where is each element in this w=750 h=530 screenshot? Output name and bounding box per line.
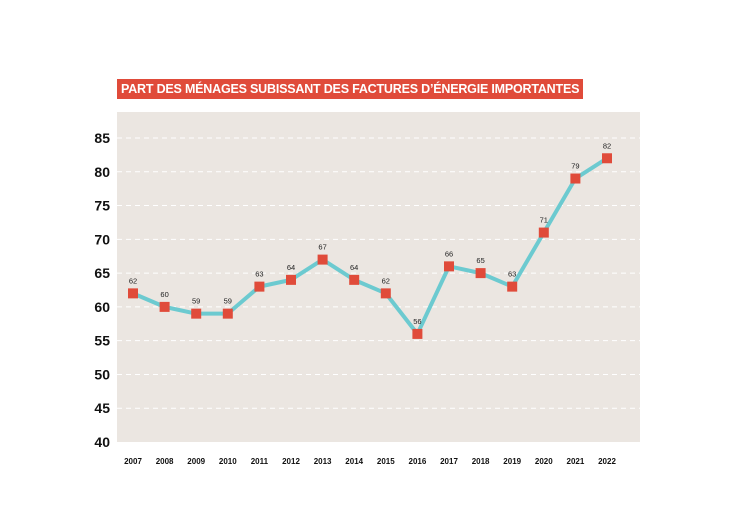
data-label-2013: 67	[318, 243, 326, 252]
y-tick-label: 85	[94, 130, 110, 146]
data-label-2007: 62	[129, 276, 137, 285]
data-label-2018: 65	[476, 256, 484, 265]
data-point-2013	[317, 254, 328, 265]
y-tick-label: 50	[94, 366, 110, 382]
x-tick-label: 2007	[124, 457, 142, 466]
data-label-2022: 82	[603, 141, 611, 150]
data-point-2020	[538, 227, 549, 238]
y-tick-label: 55	[94, 333, 110, 349]
data-point-2009	[191, 308, 202, 319]
data-labels: 62 60 59 59 63 64 67 64 62 56 66 65 63 71 79 82	[129, 141, 611, 326]
series-line	[131, 156, 609, 336]
x-tick-label: 2017	[440, 457, 458, 466]
data-label-2017: 66	[445, 249, 453, 258]
data-label-2016: 56	[413, 317, 421, 326]
data-point-2017	[444, 261, 454, 272]
data-label-2008: 60	[160, 290, 168, 299]
x-tick-label: 2021	[567, 457, 585, 466]
x-tick-label: 2020	[535, 457, 553, 466]
x-tick-label: 2018	[472, 457, 490, 466]
data-point-2007	[128, 288, 138, 299]
x-tick-label: 2011	[251, 457, 269, 466]
data-markers	[128, 153, 612, 339]
data-label-2020: 71	[540, 216, 548, 225]
data-label-2019: 63	[508, 270, 516, 279]
y-axis: 40 45 50 55 60 65 70 75 80 85	[94, 130, 110, 450]
x-tick-label: 2013	[314, 457, 332, 466]
y-tick-label: 45	[94, 400, 110, 416]
data-label-2009: 59	[192, 297, 200, 306]
plot-area	[117, 112, 640, 442]
data-point-2012	[286, 274, 296, 285]
data-point-2008	[159, 301, 170, 312]
data-point-2022	[602, 153, 612, 164]
x-tick-label: 2008	[156, 457, 174, 466]
data-point-2018	[475, 268, 486, 279]
data-label-2015: 62	[382, 276, 390, 285]
y-tick-label: 80	[94, 164, 110, 180]
x-tick-label: 2015	[377, 457, 395, 466]
x-axis: 2007 2008 2009 2010 2011 2012 2013 2014 2015 2016…	[124, 457, 616, 466]
y-tick-label: 60	[94, 299, 110, 315]
data-point-2011	[254, 281, 265, 292]
data-point-2015	[380, 288, 391, 299]
y-tick-label: 65	[94, 265, 110, 281]
y-tick-label: 70	[94, 231, 110, 247]
y-tick-label: 75	[94, 198, 110, 214]
x-tick-label: 2016	[409, 457, 427, 466]
data-point-2010	[222, 308, 233, 319]
x-tick-label: 2019	[503, 457, 521, 466]
data-label-2014: 64	[350, 263, 358, 272]
x-tick-label: 2014	[345, 457, 363, 466]
data-label-2012: 64	[287, 263, 295, 272]
x-tick-label: 2012	[282, 457, 300, 466]
data-label-2011: 63	[255, 270, 263, 279]
x-tick-label: 2009	[187, 457, 205, 466]
data-label-2021: 79	[571, 162, 579, 171]
chart-title: PART DES MÉNAGES SUBISSANT DES FACTURES …	[117, 79, 584, 99]
data-label-2010: 59	[224, 297, 232, 306]
gridlines	[117, 137, 640, 409]
x-tick-label: 2022	[598, 457, 616, 466]
y-tick-label: 40	[94, 434, 110, 450]
data-point-2014	[349, 274, 360, 285]
data-point-2016	[412, 328, 423, 339]
data-point-2021	[570, 173, 581, 184]
x-tick-label: 2010	[219, 457, 237, 466]
data-point-2019	[507, 281, 518, 292]
